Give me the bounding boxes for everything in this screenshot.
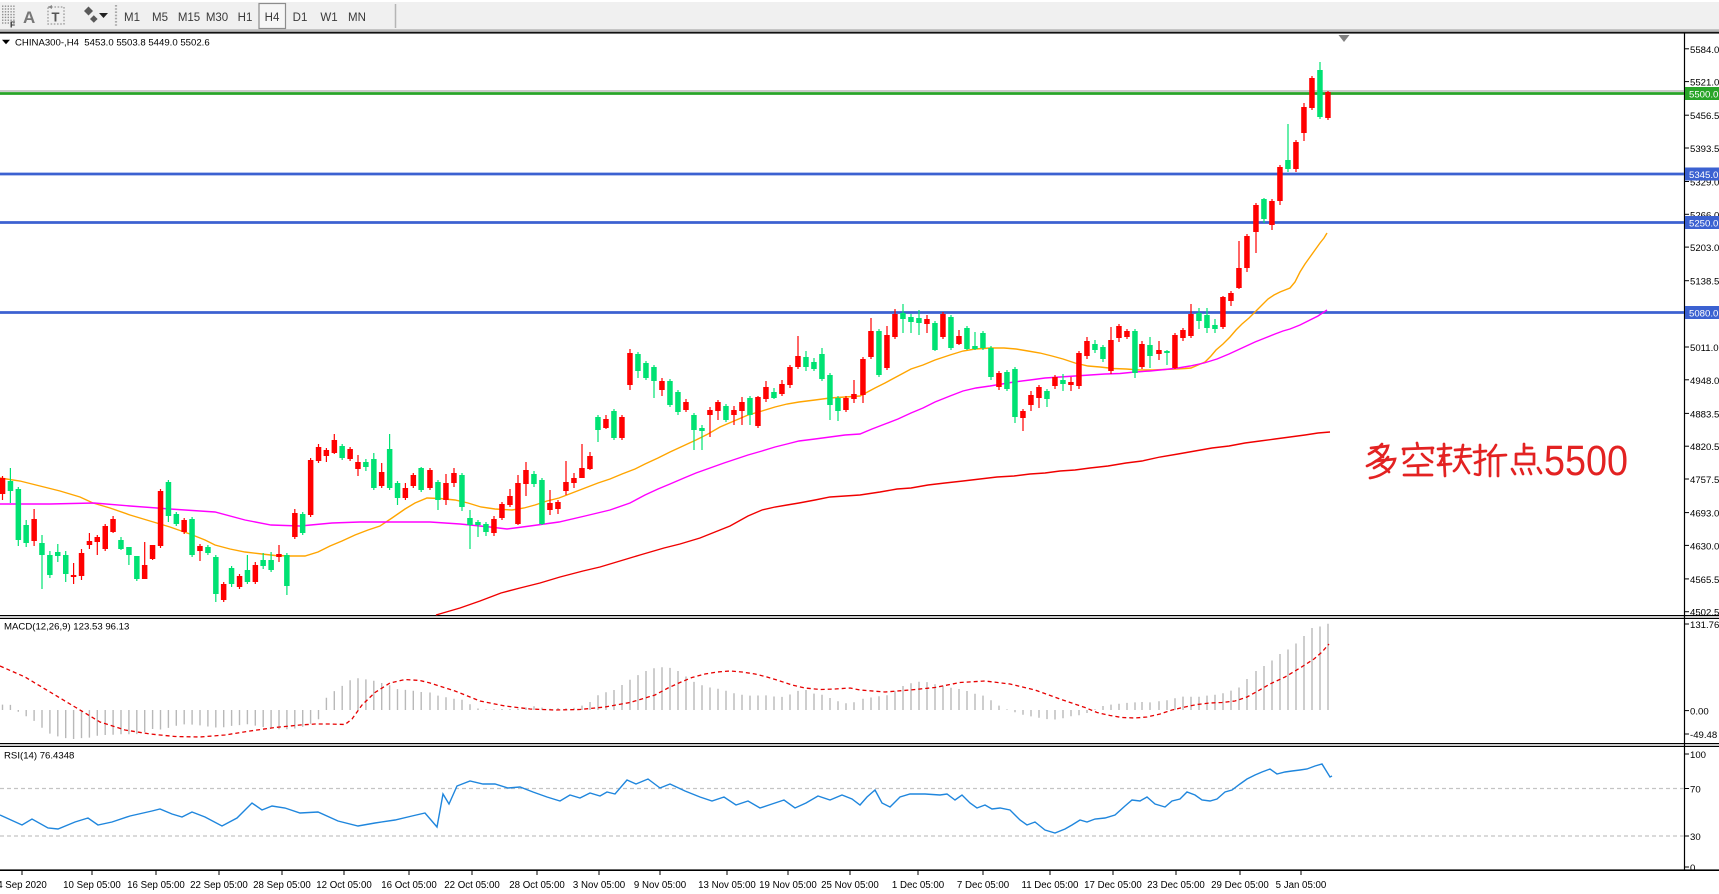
svg-text:17 Dec 05:00: 17 Dec 05:00 <box>1084 880 1142 891</box>
svg-text:5500.0: 5500.0 <box>1689 89 1718 100</box>
svg-text:5011.0: 5011.0 <box>1690 343 1719 354</box>
svg-text:H4: H4 <box>265 12 280 24</box>
svg-text:MN: MN <box>348 12 366 24</box>
svg-text:23 Dec 05:00: 23 Dec 05:00 <box>1147 880 1205 891</box>
svg-text:16 Oct 05:00: 16 Oct 05:00 <box>381 880 437 891</box>
svg-text:M30: M30 <box>206 12 228 24</box>
svg-text:4757.5: 4757.5 <box>1690 475 1719 486</box>
svg-text:22 Sep 05:00: 22 Sep 05:00 <box>190 880 248 891</box>
svg-text:4820.5: 4820.5 <box>1690 442 1719 453</box>
svg-text:5 Jan 05:00: 5 Jan 05:00 <box>1276 880 1327 891</box>
svg-text:30: 30 <box>1690 832 1701 843</box>
svg-text:5345.0: 5345.0 <box>1689 170 1718 181</box>
svg-text:0: 0 <box>1690 863 1695 874</box>
svg-text:25 Nov 05:00: 25 Nov 05:00 <box>821 880 879 891</box>
svg-text:28 Oct 05:00: 28 Oct 05:00 <box>509 880 565 891</box>
svg-text:4 Sep 2020: 4 Sep 2020 <box>0 880 47 891</box>
svg-text:F: F <box>10 20 15 30</box>
svg-text:RSI(14) 76.4348: RSI(14) 76.4348 <box>4 751 74 762</box>
svg-text:3 Nov 05:00: 3 Nov 05:00 <box>573 880 626 891</box>
svg-text:1 Dec 05:00: 1 Dec 05:00 <box>892 880 945 891</box>
svg-text:131.76: 131.76 <box>1690 620 1719 631</box>
svg-text:100: 100 <box>1690 750 1706 761</box>
svg-text:5393.5: 5393.5 <box>1690 144 1719 155</box>
svg-text:4693.0: 4693.0 <box>1690 509 1719 520</box>
svg-text:70: 70 <box>1690 785 1701 796</box>
svg-text:-49.48: -49.48 <box>1690 730 1717 741</box>
svg-text:M1: M1 <box>124 12 140 24</box>
svg-text:5329.0: 5329.0 <box>1690 178 1719 189</box>
svg-text:5138.5: 5138.5 <box>1690 277 1719 288</box>
svg-text:22 Oct 05:00: 22 Oct 05:00 <box>444 880 500 891</box>
svg-text:28 Sep 05:00: 28 Sep 05:00 <box>253 880 311 891</box>
svg-text:29 Dec 05:00: 29 Dec 05:00 <box>1211 880 1269 891</box>
svg-text:T: T <box>52 10 60 25</box>
svg-text:7 Dec 05:00: 7 Dec 05:00 <box>957 880 1010 891</box>
svg-text:0.00: 0.00 <box>1690 707 1709 718</box>
svg-text:5250.0: 5250.0 <box>1689 218 1718 229</box>
svg-text:4630.0: 4630.0 <box>1690 541 1719 552</box>
svg-text:A: A <box>23 8 35 27</box>
svg-text:4948.0: 4948.0 <box>1690 376 1719 387</box>
svg-text:M5: M5 <box>152 12 168 24</box>
svg-text:11 Dec 05:00: 11 Dec 05:00 <box>1022 880 1080 891</box>
svg-text:H1: H1 <box>238 12 253 24</box>
svg-text:D1: D1 <box>293 12 308 24</box>
svg-text:W1: W1 <box>320 12 337 24</box>
svg-text:5266.0: 5266.0 <box>1690 210 1719 221</box>
svg-text:12 Oct 05:00: 12 Oct 05:00 <box>316 880 372 891</box>
svg-text:19 Nov 05:00: 19 Nov 05:00 <box>759 880 817 891</box>
svg-text:4502.5: 4502.5 <box>1690 608 1719 619</box>
svg-text:5521.0: 5521.0 <box>1690 78 1719 89</box>
svg-text:5456.5: 5456.5 <box>1690 111 1719 122</box>
svg-text:CHINA300-,H4 5453.0 5503.8 54: CHINA300-,H4 5453.0 5503.8 5449.0 5502.6 <box>15 38 210 49</box>
svg-text:4883.5: 4883.5 <box>1690 409 1719 420</box>
svg-text:13 Nov 05:00: 13 Nov 05:00 <box>698 880 756 891</box>
svg-text:9 Nov 05:00: 9 Nov 05:00 <box>634 880 687 891</box>
svg-text:M15: M15 <box>178 12 200 24</box>
svg-text:16 Sep 05:00: 16 Sep 05:00 <box>127 880 185 891</box>
svg-text:5203.0: 5203.0 <box>1690 243 1719 254</box>
svg-text:10 Sep 05:00: 10 Sep 05:00 <box>63 880 121 891</box>
svg-text:5080.0: 5080.0 <box>1689 308 1718 319</box>
svg-text:5500: 5500 <box>1544 437 1628 485</box>
svg-text:MACD(12,26,9) 123.53 96.13: MACD(12,26,9) 123.53 96.13 <box>4 622 129 633</box>
svg-text:4565.5: 4565.5 <box>1690 575 1719 586</box>
svg-text:5584.0: 5584.0 <box>1690 45 1719 56</box>
